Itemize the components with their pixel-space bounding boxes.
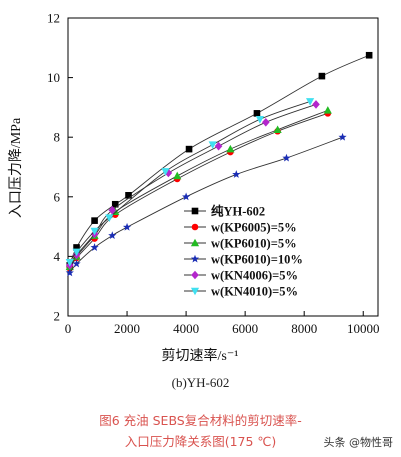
legend-marker-1 [191, 223, 199, 231]
legend-label-0: 纯YH-602 [211, 204, 265, 219]
x-tick-label: 4000 [173, 321, 199, 336]
data-point-2 [173, 171, 182, 180]
y-axis-label: 入口压力降/MPa [8, 117, 24, 218]
y-tick-label: 2 [54, 309, 61, 324]
data-point-3 [122, 222, 132, 231]
legend-label-5: w(KN4010)=5% [211, 285, 298, 299]
x-tick-label: 8000 [291, 321, 317, 336]
data-point-2 [226, 144, 235, 153]
legend-marker-5 [190, 287, 200, 296]
data-point-2 [323, 106, 332, 114]
legend-marker-3 [190, 254, 200, 263]
data-point-3 [182, 192, 191, 201]
legend-label-3: w(KP6010)=10% [211, 253, 303, 267]
data-point-3 [232, 170, 241, 178]
y-tick-label: 10 [47, 70, 60, 85]
data-point-0 [91, 217, 98, 224]
x-tick-label: 0 [65, 321, 72, 336]
data-point-5 [65, 259, 74, 267]
data-point-5 [255, 116, 265, 124]
data-point-0 [365, 51, 373, 59]
y-tick-label: 4 [54, 249, 61, 264]
data-point-0 [73, 244, 80, 251]
data-point-3 [282, 153, 291, 162]
data-point-5 [72, 248, 81, 257]
data-point-5 [161, 168, 170, 176]
x-tick-label: 6000 [232, 321, 258, 336]
data-point-5 [208, 141, 217, 149]
data-point-2 [273, 125, 282, 134]
data-point-3 [338, 132, 347, 141]
y-tick-label: 8 [54, 130, 61, 145]
caption-line-2: 入口压力降关系图(175 ℃) [124, 434, 277, 449]
data-point-4 [214, 141, 223, 151]
y-tick-label: 12 [47, 11, 60, 26]
legend-marker-4 [191, 270, 199, 280]
x-axis-label: 剪切速率/s⁻¹ [162, 347, 239, 364]
data-point-3 [72, 259, 81, 268]
legend-marker-2 [190, 238, 200, 247]
data-point-5 [305, 98, 315, 106]
x-tick-label: 10000 [347, 321, 380, 336]
data-point-4 [108, 205, 117, 215]
data-point-5 [90, 227, 99, 236]
data-point-5 [105, 214, 114, 222]
legend-label-2: w(KP6010)=5% [211, 237, 297, 251]
legend-label-1: w(KP6005)=5% [211, 221, 297, 235]
data-point-4 [312, 100, 320, 109]
data-point-3 [65, 268, 74, 277]
data-point-0 [318, 72, 326, 80]
data-point-3 [108, 231, 117, 240]
data-point-4 [262, 118, 270, 127]
plot-area: 0 2000 4000 6000 8000 10000 2 4 6 8 10 12 纯YH-602 w(K… [47, 11, 379, 337]
plot-frame [67, 17, 379, 317]
chart-svg: 0 2000 4000 6000 8000 10000 2 4 6 8 10 12 纯YH-602 w(K… [8, 11, 379, 365]
data-point-0 [111, 200, 119, 208]
x-tick-label: 2000 [114, 321, 140, 336]
watermark: 头条 @物性哥 [323, 436, 394, 449]
data-point-0 [185, 145, 193, 153]
figure-subtitle: (b)YH-602 [171, 375, 230, 390]
legend-marker-0 [191, 207, 199, 215]
data-point-0 [125, 192, 132, 199]
caption-line-1: 图6 充油 SEBS复合材料的剪切速率- [99, 413, 302, 428]
legend-label-4: w(KN4006)=5% [211, 269, 298, 283]
figure-caption: 图6 充油 SEBS复合材料的剪切速率- 入口压力降关系图(175 ℃) [0, 410, 401, 452]
y-tick-label: 6 [54, 189, 61, 204]
data-point-3 [90, 243, 99, 251]
data-point-0 [253, 110, 261, 117]
